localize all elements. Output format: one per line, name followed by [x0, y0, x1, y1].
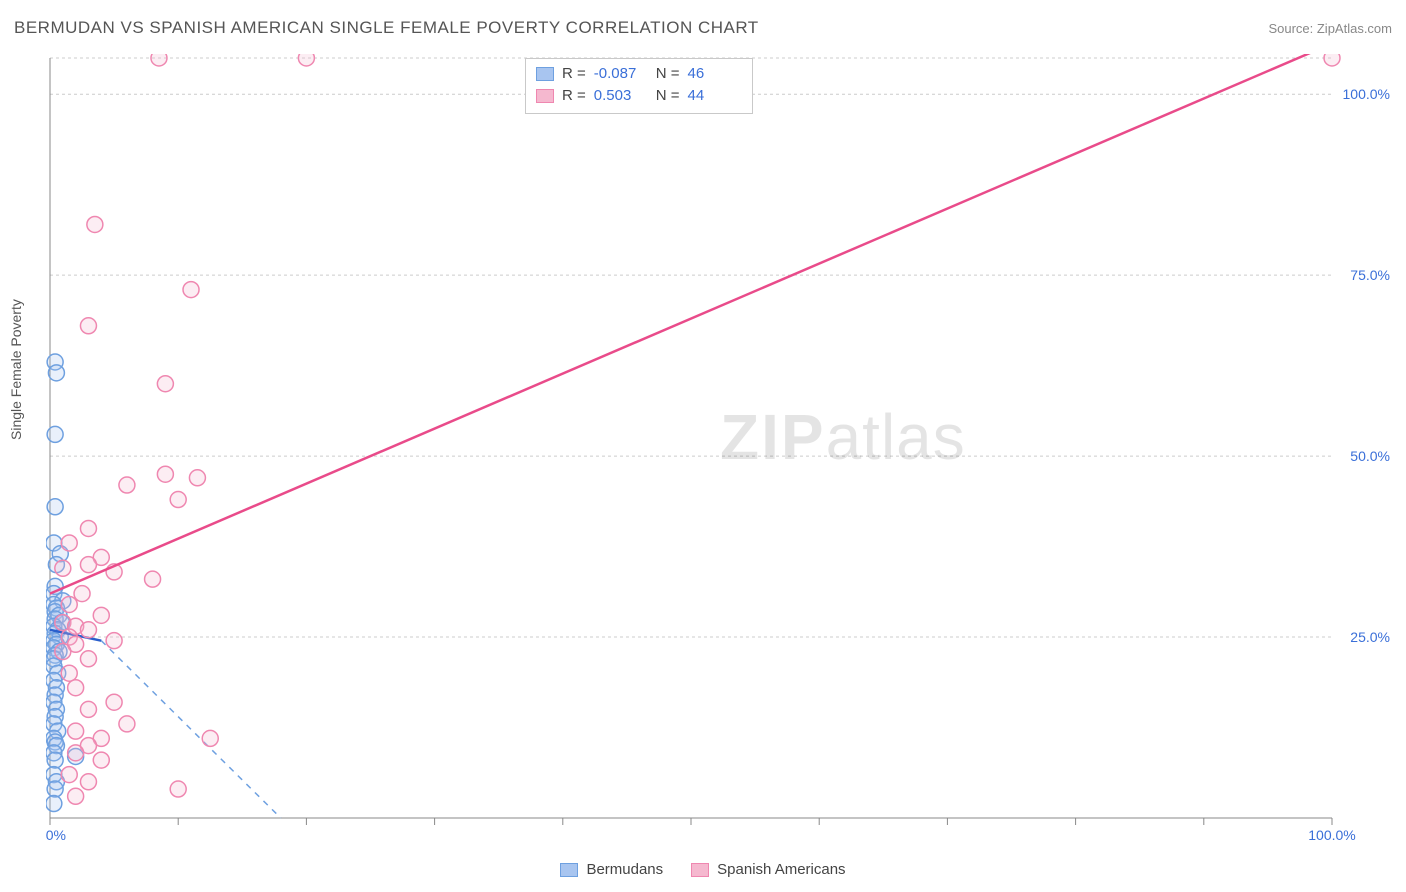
n-label: N =: [656, 63, 680, 85]
source-attribution: Source: ZipAtlas.com: [1268, 21, 1392, 36]
legend-item: Bermudans: [560, 861, 663, 878]
n-value: 44: [688, 85, 742, 107]
legend: Bermudans Spanish Americans: [0, 861, 1406, 878]
plot-area: 25.0% 50.0% 75.0% 100.0% 0.0% 100.0%: [46, 54, 1394, 842]
data-point: [93, 752, 109, 768]
data-point: [189, 470, 205, 486]
legend-swatch: [560, 863, 578, 877]
data-point: [47, 426, 63, 442]
data-point: [170, 781, 186, 797]
scatter-plot-svg: 25.0% 50.0% 75.0% 100.0% 0.0% 100.0%: [46, 54, 1394, 842]
data-point: [61, 535, 77, 551]
legend-item: Spanish Americans: [691, 861, 845, 878]
data-point: [80, 557, 96, 573]
y-tick-label: 75.0%: [1350, 267, 1390, 283]
correlation-stats-box: R = -0.087 N = 46 R = 0.503 N = 44: [525, 58, 753, 114]
data-point: [80, 622, 96, 638]
data-point: [48, 365, 64, 381]
stats-row: R = 0.503 N = 44: [536, 85, 742, 107]
data-point: [183, 282, 199, 298]
data-point: [47, 781, 63, 797]
series-swatch: [536, 89, 554, 103]
data-point: [55, 560, 71, 576]
series-swatch: [536, 67, 554, 81]
data-point: [106, 694, 122, 710]
data-point: [1324, 54, 1340, 66]
data-point: [61, 596, 77, 612]
data-point: [47, 499, 63, 515]
stats-row: R = -0.087 N = 46: [536, 63, 742, 85]
n-value: 46: [688, 63, 742, 85]
data-point: [157, 376, 173, 392]
data-point: [119, 477, 135, 493]
data-point: [46, 796, 62, 812]
x-tick-label: 100.0%: [1308, 827, 1355, 842]
data-point: [202, 730, 218, 746]
data-point: [151, 54, 167, 66]
data-point: [61, 767, 77, 783]
legend-label: Bermudans: [586, 861, 663, 878]
r-label: R =: [562, 85, 586, 107]
data-point: [87, 216, 103, 232]
data-point: [145, 571, 161, 587]
data-point: [61, 665, 77, 681]
data-point: [47, 752, 63, 768]
y-tick-label: 50.0%: [1350, 448, 1390, 464]
trend-line: [50, 54, 1332, 594]
y-tick-label: 25.0%: [1350, 629, 1390, 645]
r-value: 0.503: [594, 85, 648, 107]
x-tick-label: 0.0%: [46, 827, 66, 842]
data-point: [157, 466, 173, 482]
data-point: [106, 633, 122, 649]
data-point: [298, 54, 314, 66]
data-point: [80, 701, 96, 717]
data-point: [80, 774, 96, 790]
data-point: [80, 651, 96, 667]
chart-title: BERMUDAN VS SPANISH AMERICAN SINGLE FEMA…: [14, 18, 759, 38]
data-point: [68, 745, 84, 761]
r-value: -0.087: [594, 63, 648, 85]
data-point: [119, 716, 135, 732]
n-label: N =: [656, 85, 680, 107]
y-axis-label: Single Female Poverty: [8, 299, 24, 440]
data-point: [170, 492, 186, 508]
data-point: [68, 788, 84, 804]
data-point: [80, 318, 96, 334]
data-point: [74, 586, 90, 602]
data-point: [68, 723, 84, 739]
legend-swatch: [691, 863, 709, 877]
r-label: R =: [562, 63, 586, 85]
data-point: [68, 680, 84, 696]
data-point: [93, 607, 109, 623]
legend-label: Spanish Americans: [717, 861, 845, 878]
data-point: [55, 644, 71, 660]
data-point: [80, 520, 96, 536]
chart-header: BERMUDAN VS SPANISH AMERICAN SINGLE FEMA…: [14, 18, 1392, 38]
y-tick-label: 100.0%: [1343, 86, 1390, 102]
